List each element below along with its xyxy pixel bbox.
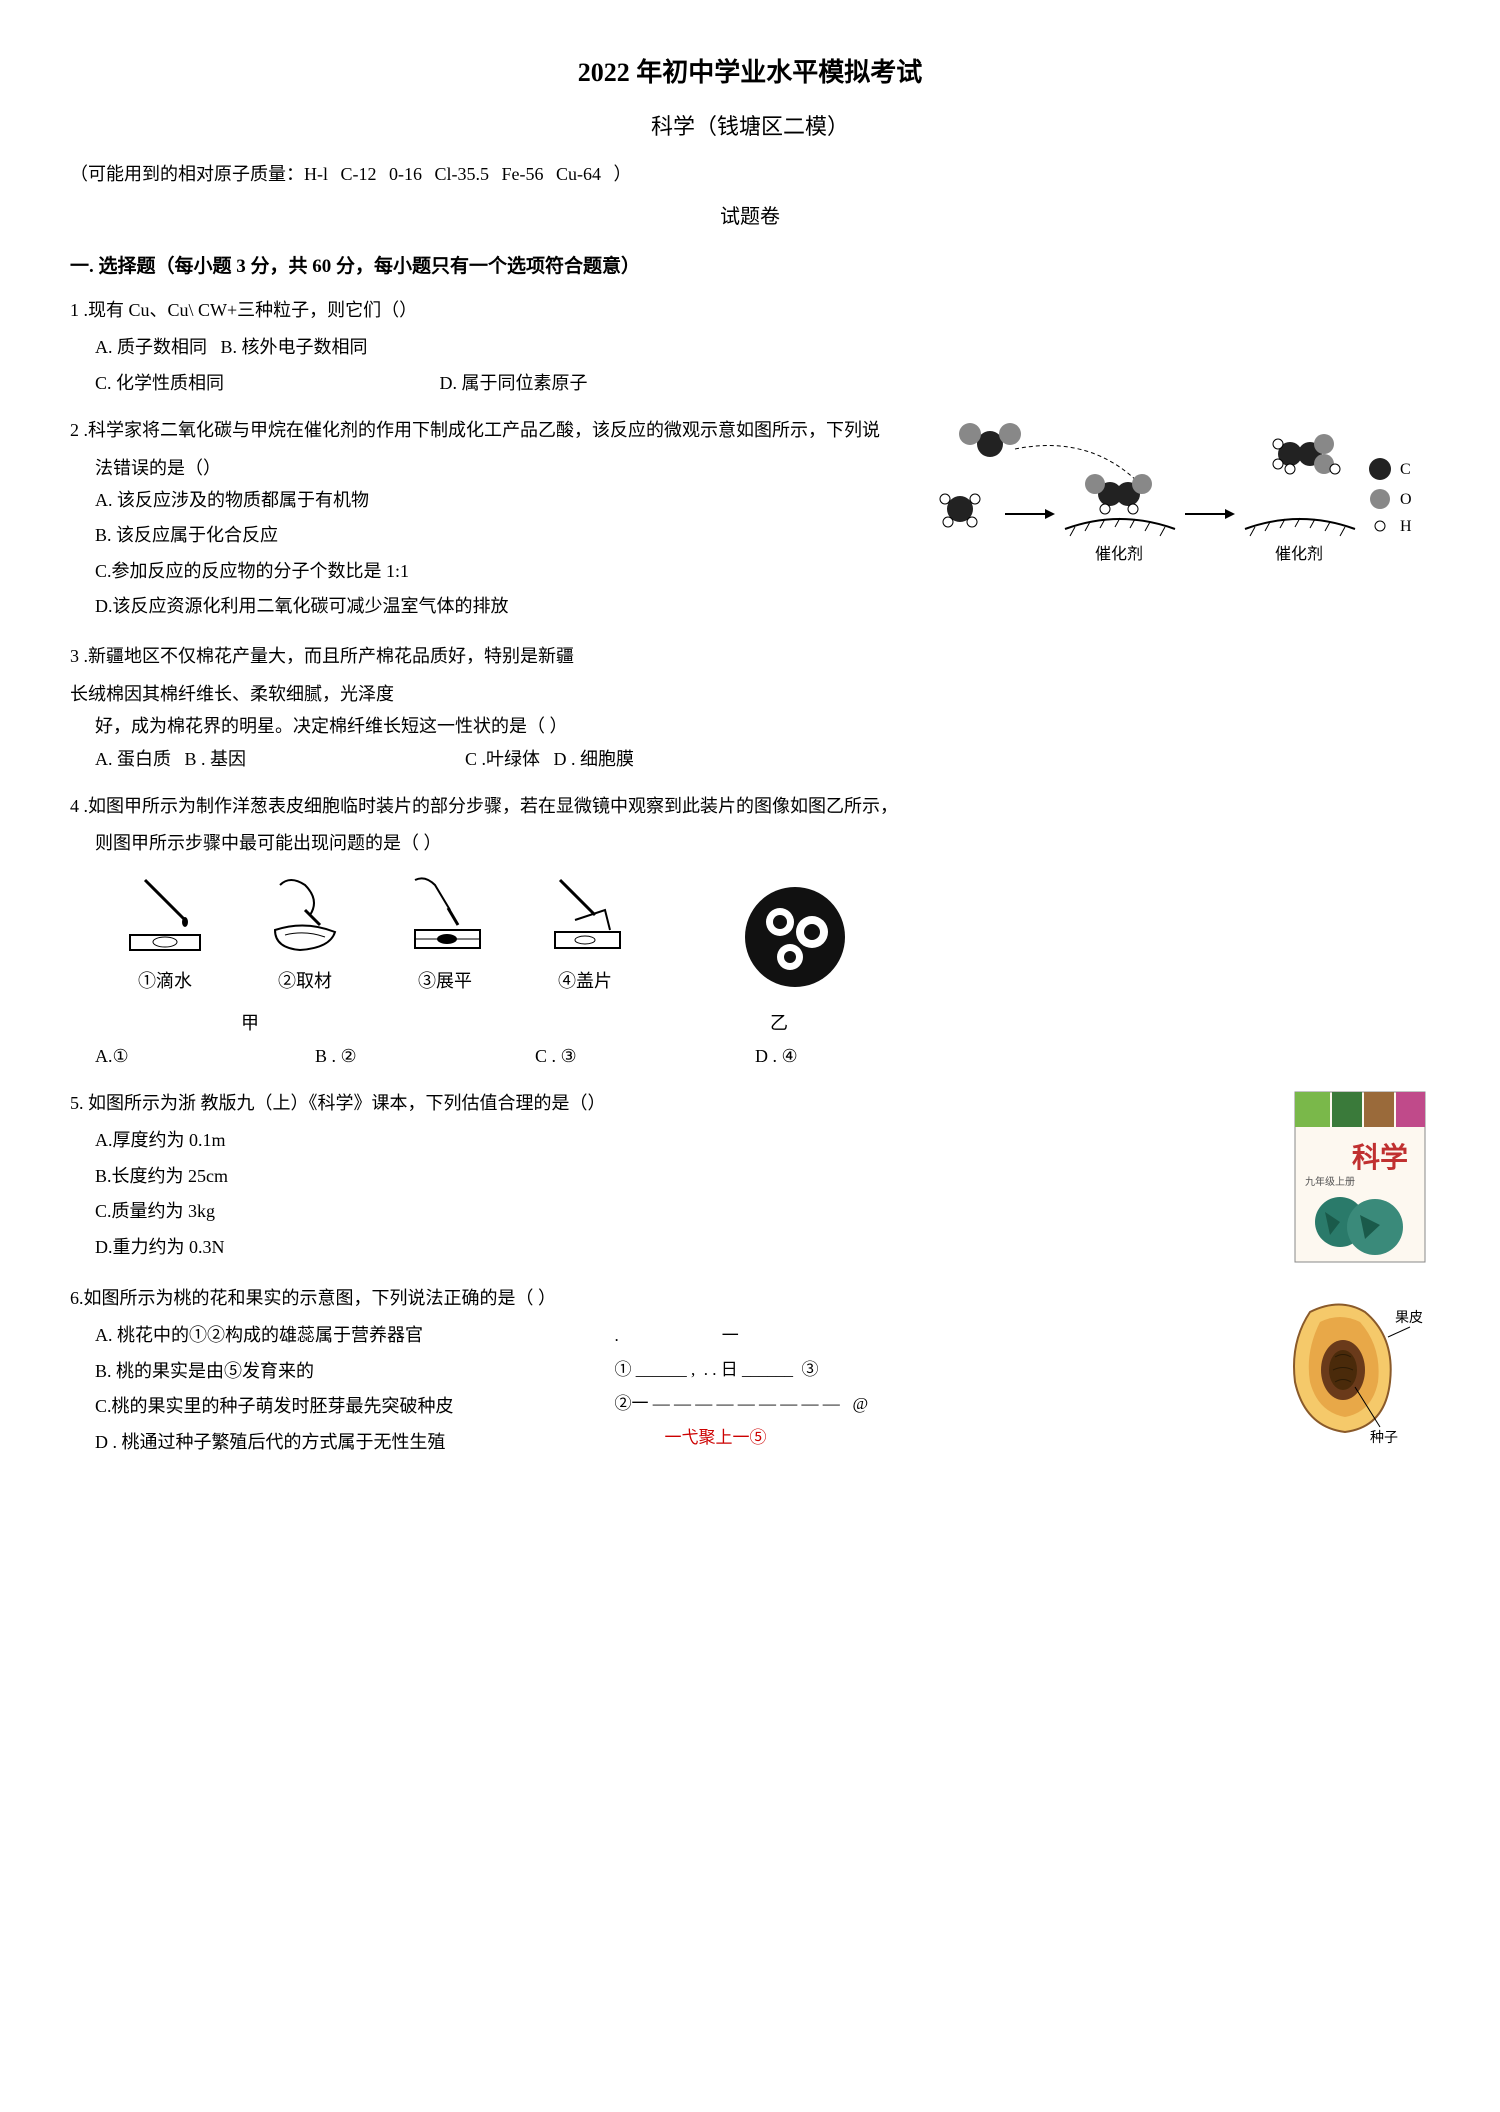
svg-text:C: C	[1400, 461, 1411, 478]
svg-text:H: H	[1400, 518, 1412, 535]
q4-step-4: ④盖片	[530, 870, 640, 997]
q3-opt-a: A. 蛋白质	[95, 749, 171, 769]
question-3: 3 .新疆地区不仅棉花产量大，而且所产棉花品质好，特别是新疆 长绒棉因其棉纤维长…	[70, 640, 1430, 775]
question-6: 果皮 种子 6.如图所示为桃的花和果实的示意图，下列说法正确的是（ ） A. 桃…	[70, 1282, 1430, 1461]
question-4: 4 .如图甲所示为制作洋葱表皮细胞临时装片的部分步骤，若在显微镜中观察到此装片的…	[70, 790, 1430, 1072]
q4-step3-label: ③展平	[418, 965, 472, 997]
q4-microscope-view	[740, 882, 850, 997]
q3-opt-c: C .叶绿体	[465, 749, 540, 769]
q4-step1-label: ①滴水	[138, 965, 192, 997]
q4-cap-jia: 甲	[110, 1007, 390, 1039]
q4-text: 4 .如图甲所示为制作洋葱表皮细胞临时装片的部分步骤，若在显微镜中观察到此装片的…	[70, 790, 1430, 822]
q1-options-line2: C. 化学性质相同 D. 属于同位素原子	[95, 367, 1430, 399]
q3-text3: 好，成为棉花界的明星。决定棉纤维长短这一性状的是（ ）	[70, 710, 1430, 742]
q6-row3: ②一 — — — — — — — — — @	[615, 1387, 869, 1421]
q4-step-2: ②取材	[250, 870, 360, 997]
paper-label: 试题卷	[70, 199, 1430, 235]
q6-flower-labels: .一 ① ______ , . . 日 ______ ③ ②一 — — — — …	[615, 1319, 869, 1455]
q3-text2: 长绒棉因其棉纤维长、柔软细腻，光泽度	[70, 678, 1430, 710]
svg-text:九年级上册: 九年级上册	[1305, 1175, 1355, 1188]
q5-opt-c: C.质量约为 3kg	[95, 1195, 1430, 1227]
q4-text2: 则图甲所示步骤中最可能出现问题的是（ ）	[70, 827, 1430, 859]
svg-text:果皮: 果皮	[1395, 1310, 1423, 1326]
q1-opt-a: A. 质子数相同	[95, 337, 207, 357]
q4-options: A.① B . ② C . ③ D . ④	[70, 1040, 1430, 1072]
q1-opt-b: B. 核外电子数相同	[221, 337, 368, 357]
q1-opt-c: C. 化学性质相同	[95, 367, 435, 399]
atomic-mass-line: （可能用到的相对原子质量：H-l C-12 0-16 Cl-35.5 Fe-56…	[70, 158, 1430, 190]
q4-step-1: ①滴水	[110, 870, 220, 997]
q5-text: 5. 如图所示为浙 教版九（上）《科学》课本，下列估值合理的是（）	[70, 1087, 1430, 1119]
q4-opt-a: A.①	[95, 1040, 255, 1072]
sub-title: 科学（钱塘区二模）	[70, 107, 1430, 147]
q5-opt-a: A.厚度约为 0.1m	[95, 1124, 1430, 1156]
question-2: 催化剂 催化剂	[70, 414, 1430, 625]
q2-opt-d: D.该反应资源化利用二氧化碳可减少温室气体的排放	[95, 590, 1430, 622]
q4-step2-label: ②取材	[278, 965, 332, 997]
catalyst-label-1: 催化剂	[1095, 545, 1143, 563]
q4-step4-label: ④盖片	[558, 965, 612, 997]
q4-opt-d: D . ④	[755, 1040, 798, 1072]
question-5: 科学 九年级上册 5. 如图所示为浙 教版九（上）《科学》课本，下列估值合理的是…	[70, 1087, 1430, 1267]
q6-row1: .一	[615, 1319, 869, 1353]
q3-options: A. 蛋白质 B . 基因 C .叶绿体 D . 细胞膜	[70, 743, 1430, 775]
q4-opt-c: C . ③	[535, 1040, 695, 1072]
q6-opt-b: B. 桃的果实是由⑤发育来的	[95, 1355, 570, 1387]
q5-opt-b: B.长度约为 25cm	[95, 1160, 1430, 1192]
q1-opt-d: D. 属于同位素原子	[440, 373, 588, 393]
q6-opt-c: C.桃的果实里的种子萌发时胚芽最先突破种皮	[95, 1390, 570, 1422]
q4-cap-yi: 乙	[770, 1007, 788, 1039]
svg-text:科学: 科学	[1352, 1141, 1408, 1174]
catalyst-label-2: 催化剂	[1275, 545, 1323, 563]
question-1: 1 .现有 Cu、Cu\ CW+三种粒子，则它们（） A. 质子数相同 B. 核…	[70, 294, 1430, 399]
q3-text1: 3 .新疆地区不仅棉花产量大，而且所产棉花品质好，特别是新疆	[70, 640, 1430, 672]
q5-opt-d: D.重力约为 0.3N	[95, 1231, 1430, 1263]
main-title: 2022 年初中学业水平模拟考试	[70, 50, 1430, 97]
section-1-header: 一. 选择题（每小题 3 分，共 60 分，每小题只有一个选项符合题意）	[70, 250, 1430, 284]
q4-steps-images: ①滴水 ②取材 ③展平 ④盖片	[70, 870, 1430, 997]
q6-row2: ① ______ , . . 日 ______ ③	[615, 1353, 869, 1387]
q6-peach-diagram: 果皮 种子	[1250, 1282, 1430, 1452]
svg-text:种子: 种子	[1370, 1430, 1398, 1446]
q5-textbook-image: 科学 九年级上册	[1290, 1087, 1430, 1267]
q3-opt-d: D . 细胞膜	[554, 749, 635, 769]
q3-opt-b: B . 基因	[185, 749, 247, 769]
svg-text:O: O	[1400, 491, 1412, 508]
q6-opt-d: D . 桃通过种子繁殖后代的方式属于无性生殖	[95, 1426, 570, 1458]
q6-text: 6.如图所示为桃的花和果实的示意图，下列说法正确的是（ ）	[70, 1282, 1430, 1314]
q6-row4: 一弋聚上一⑤	[615, 1421, 869, 1455]
q1-options-line1: A. 质子数相同 B. 核外电子数相同	[95, 331, 1430, 363]
q2-reaction-diagram: 催化剂 催化剂	[910, 414, 1430, 584]
q1-text: 1 .现有 Cu、Cu\ CW+三种粒子，则它们（）	[70, 294, 1430, 326]
q4-caption-row: 甲 乙	[70, 1007, 1430, 1039]
q6-opt-a: A. 桃花中的①②构成的雄蕊属于营养器官	[95, 1319, 570, 1351]
q6-options-left: A. 桃花中的①②构成的雄蕊属于营养器官 B. 桃的果实是由⑤发育来的 C.桃的…	[70, 1319, 570, 1461]
q4-step-3: ③展平	[390, 870, 500, 997]
q4-opt-b: B . ②	[315, 1040, 475, 1072]
